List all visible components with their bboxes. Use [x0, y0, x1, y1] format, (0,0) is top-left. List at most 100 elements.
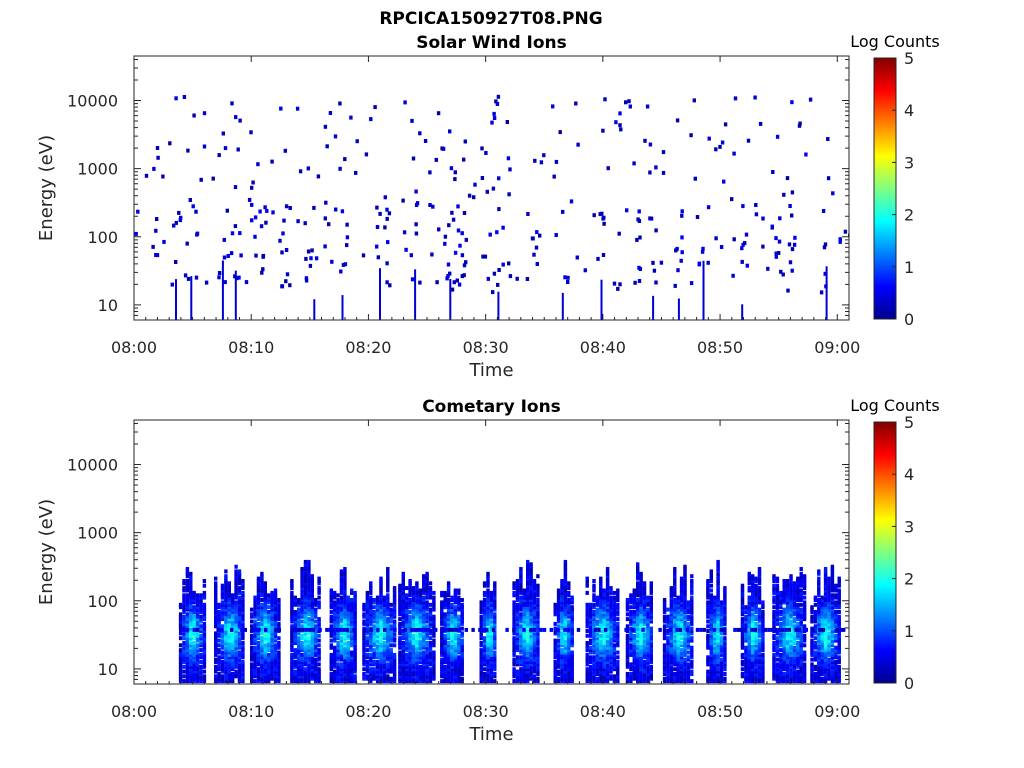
spectrogram-cell — [155, 217, 159, 221]
spectrogram-cell — [432, 633, 436, 638]
spectrogram-cell — [519, 581, 523, 586]
spectrogram-cell — [666, 638, 670, 643]
spectrogram-cell — [293, 650, 297, 655]
spectrogram-cell — [570, 619, 574, 624]
spectrogram-cell — [603, 97, 607, 102]
spectrogram-cell — [639, 621, 643, 626]
spectrogram-cell — [224, 607, 228, 612]
spectrogram-cell — [632, 590, 636, 595]
spectrogram-cell — [592, 612, 596, 617]
spectrogram-cell — [529, 593, 533, 598]
spectrogram-cell — [224, 621, 228, 626]
spectrogram-cell — [300, 624, 304, 629]
spectrogram-cell — [343, 655, 347, 660]
spectrogram-cell — [382, 660, 387, 664]
spectrogram-cell — [625, 672, 630, 676]
spectrogram-cell — [612, 602, 617, 607]
spectrogram-cell — [616, 593, 620, 598]
spectrogram-cell — [224, 655, 228, 660]
spectrogram-cell — [408, 636, 412, 641]
spectrogram-cell — [709, 679, 713, 684]
spectrogram-cell — [489, 638, 494, 643]
spectrogram-cell — [314, 662, 318, 667]
spectrogram-cell — [343, 602, 347, 607]
spectrogram-cell — [398, 598, 402, 602]
spectrogram-cell — [453, 621, 458, 626]
spectrogram-cell — [217, 660, 221, 664]
spectrogram-cell — [189, 605, 193, 610]
spectrogram-cell — [353, 660, 357, 664]
spectrogram-cell — [556, 660, 561, 664]
spectrogram-cell — [256, 652, 261, 657]
spectrogram-cell — [195, 662, 200, 667]
spectrogram-cell — [392, 674, 397, 679]
spectrogram-cell — [333, 657, 337, 662]
spectrogram-cell — [310, 638, 314, 643]
spectrogram-cell — [237, 612, 242, 617]
spectrogram-cell — [592, 660, 596, 664]
spectrogram-cell — [333, 590, 337, 595]
spectrogram-cell — [192, 595, 196, 600]
spectrogram-cell — [343, 645, 347, 650]
spectrogram-cell — [253, 650, 257, 655]
spectrogram-cell — [588, 617, 593, 622]
spectrogram-cell — [415, 655, 419, 660]
spectrogram-cell — [599, 664, 603, 669]
spectrogram-cell — [536, 583, 540, 588]
spectrogram-cell — [428, 667, 433, 672]
spectrogram-cell — [241, 669, 245, 674]
spectrogram-cell — [605, 617, 610, 622]
spectrogram-cell — [522, 633, 526, 638]
spectrogram-cell — [440, 636, 444, 641]
spectrogram-cell — [307, 605, 311, 610]
spectrogram-cell — [443, 655, 447, 660]
spectrogram-cell — [592, 662, 596, 667]
spectrogram-cell — [676, 679, 680, 684]
spectrogram-cell — [441, 146, 446, 151]
spectrogram-cell — [605, 590, 610, 595]
spectrogram-cell — [241, 579, 245, 583]
spectrogram-cell — [600, 279, 603, 320]
spectrogram-cell — [379, 614, 383, 619]
spectrogram-cell — [479, 669, 483, 674]
spectrogram-cell — [182, 648, 186, 653]
spectrogram-cell — [646, 679, 650, 684]
spectrogram-cell — [482, 607, 487, 612]
spectrogram-cell — [425, 624, 429, 629]
spectrogram-cell — [353, 590, 357, 595]
spectrogram-cell — [457, 282, 462, 287]
spectrogram-cell — [178, 667, 183, 672]
spectrogram-cell — [182, 607, 186, 612]
spectrogram-cell — [392, 624, 397, 629]
spectrogram-cell — [238, 231, 242, 236]
spectrogram-cell — [686, 679, 691, 684]
spectrogram-cell — [560, 636, 564, 641]
spectrogram-cell — [415, 583, 419, 588]
spectrogram-cell — [599, 593, 603, 598]
spectrogram-cell — [662, 643, 667, 648]
spectrogram-cell — [625, 652, 630, 657]
spectrogram-cell — [649, 638, 653, 643]
spectrogram-cell — [237, 579, 242, 583]
spectrogram-cell — [532, 590, 537, 595]
spectrogram-cell — [446, 262, 451, 267]
spectrogram-cell — [237, 588, 242, 593]
spectrogram-cell — [666, 657, 670, 662]
spectrogram-cell — [290, 586, 294, 591]
spectrogram-cell — [512, 590, 516, 595]
spectrogram-cell — [446, 617, 451, 622]
spectrogram-cell — [418, 131, 422, 136]
spectrogram-cell — [251, 180, 255, 185]
spectrogram-cell — [317, 624, 321, 629]
spectrogram-cell — [529, 612, 533, 617]
spectrogram-cell — [192, 633, 196, 638]
spectrogram-cell — [303, 617, 308, 622]
spectrogram-cell — [690, 672, 694, 676]
spectrogram-cell — [714, 147, 718, 152]
spectrogram-cell — [418, 638, 422, 643]
spectrogram-cell — [512, 602, 516, 607]
spectrogram-cell — [425, 655, 429, 660]
spectrogram-cell — [819, 290, 824, 295]
spectrogram-cell — [560, 619, 564, 624]
spectrogram-cell — [182, 643, 186, 648]
